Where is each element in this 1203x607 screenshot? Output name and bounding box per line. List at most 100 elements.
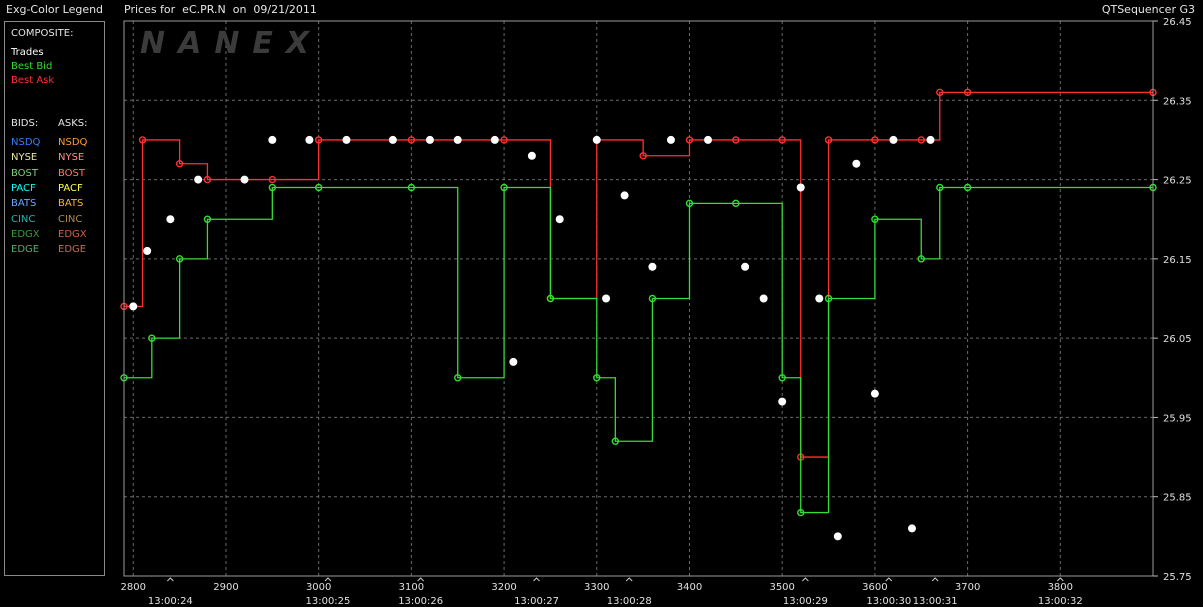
trade-point [129, 302, 138, 311]
best-bid-point [203, 215, 212, 223]
best-bid-point [917, 255, 925, 263]
composite-heading: COMPOSITE: [11, 28, 74, 39]
ask-legend-edgx: EDGX [58, 228, 87, 240]
trade-point [889, 135, 898, 144]
time-tick-label: 13:00:27 [514, 596, 559, 607]
time-tick [931, 577, 939, 582]
best-bid-line [124, 186, 1153, 514]
best-bid-point [732, 199, 740, 208]
time-tick [625, 577, 633, 582]
legend-panel: Exg-Color Legend COMPOSITE: Trades Best … [0, 0, 106, 607]
trade-point [166, 215, 175, 224]
trade-point [815, 294, 824, 303]
x-tick-label: 3600 [862, 582, 887, 593]
best-ask-point [685, 136, 694, 144]
ask-legend-edge: EDGE [58, 244, 87, 256]
trade-point [870, 389, 879, 398]
x-tick-label: 3100 [399, 582, 424, 593]
trade-point [648, 262, 657, 271]
best-bid-point [824, 294, 833, 303]
bid-legend-pacf: PACF [11, 182, 36, 194]
best-ask-point [639, 152, 647, 160]
trade-point [305, 135, 314, 144]
trade-point [666, 135, 675, 144]
time-tick [417, 577, 425, 582]
best-bid-point [936, 183, 944, 192]
best-bid-point [611, 437, 620, 445]
trade-point [527, 151, 536, 160]
trade-point [240, 175, 249, 184]
trade-point [602, 294, 611, 303]
time-tick-label: 13:00:26 [398, 596, 443, 607]
trade-point [778, 397, 787, 406]
bid-legend-bats: BATS [11, 198, 37, 210]
time-tick-label: 13:00:30 [866, 596, 911, 607]
best-bid-point [797, 508, 805, 517]
trade-point [342, 135, 351, 144]
chart-title: Prices for eC.PR.N on 09/21/2011 [124, 3, 317, 16]
best-bid-point [593, 374, 601, 382]
best-ask-point [314, 136, 323, 144]
best-bid-point [778, 374, 786, 382]
legend-box [4, 21, 105, 576]
trade-point [833, 532, 842, 541]
best-bid-point [314, 183, 323, 192]
x-tick-label: 2800 [121, 582, 146, 593]
best-bid-point [963, 183, 972, 192]
trade-point [453, 135, 462, 144]
trade-point [704, 135, 713, 144]
trade-point [555, 215, 564, 224]
best-bid-point [500, 183, 508, 192]
best-ask-point [268, 175, 277, 184]
bid-legend-nyse: NYSE [11, 152, 38, 164]
ask-legend-bats: BATS [58, 198, 84, 210]
legend-best-bid: Best Bid [11, 61, 53, 72]
time-tick [885, 577, 893, 582]
bid-legend-bost: BOST [11, 167, 39, 179]
time-tick [324, 577, 332, 582]
legend-title: Exg-Color Legend [6, 3, 104, 16]
best-ask-point [500, 136, 508, 144]
time-tick-label: 13:00:32 [1038, 596, 1083, 607]
asks-heading: ASKS: [58, 118, 88, 129]
trade-point [490, 135, 499, 144]
best-ask-point [824, 136, 833, 144]
legend-trades: Trades [11, 47, 44, 58]
time-tick [1056, 577, 1064, 582]
best-ask-point [871, 136, 879, 144]
x-tick-label: 3200 [491, 582, 516, 593]
y-axis: 25.75 25.85 25.95 26.05 26.15 26.25 26.35 26.45 [1153, 17, 1192, 583]
y-tick-label: 25.85 [1163, 493, 1192, 504]
legend-best-ask: Best Ask [11, 75, 55, 86]
time-tick [802, 577, 809, 582]
x-tick-label: 3300 [584, 582, 609, 593]
bid-legend-cinc: CINC [11, 213, 36, 225]
best-ask-point [963, 88, 972, 97]
time-tick-label: 13:00:31 [913, 596, 958, 607]
plot-border [123, 20, 1154, 577]
x-axis: 2800 2900 3000 3100 3200 3300 3400 3500 3600 3700… [121, 577, 1083, 607]
x-tick-label: 3000 [306, 582, 331, 593]
trade-point [796, 183, 805, 192]
best-bid-point [871, 215, 879, 223]
ask-legend-bost: BOST [58, 167, 86, 179]
best-bid-point [175, 255, 184, 263]
y-tick-label: 25.75 [1163, 572, 1192, 583]
best-ask-point [778, 136, 786, 144]
bid-legend-nsdq: NSDQ [11, 137, 41, 148]
app-name: QTSequencer G3 [1101, 3, 1195, 16]
trade-point [194, 175, 203, 184]
bid-legend-edge: EDGE [11, 244, 40, 256]
best-ask-point [732, 136, 740, 144]
trade-point [268, 135, 277, 144]
plot-frame [123, 20, 1154, 577]
ask-legend-cinc: CINC [58, 213, 83, 225]
ask-legend-nsdq: NSDQ [58, 137, 88, 148]
y-tick-label: 25.95 [1163, 413, 1192, 424]
trade-point [759, 294, 768, 303]
x-tick-label: 2900 [213, 582, 238, 593]
best-bid-point [148, 334, 156, 342]
trade-point [143, 246, 152, 255]
x-tick-label: 3700 [955, 582, 980, 593]
best-bid-point [685, 199, 694, 208]
